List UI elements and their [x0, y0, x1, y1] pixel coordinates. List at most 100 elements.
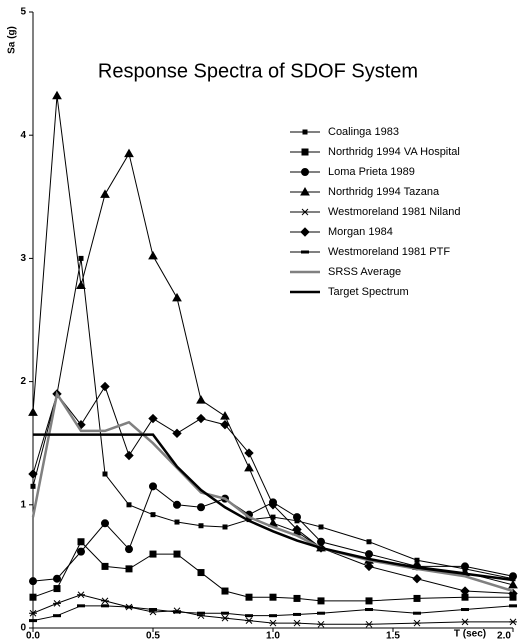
marker [173, 550, 181, 558]
marker [412, 574, 422, 584]
marker [293, 513, 301, 522]
marker [53, 585, 61, 593]
y-tick-label: 4 [20, 130, 26, 141]
marker [173, 610, 181, 614]
marker [100, 189, 110, 198]
marker [366, 539, 372, 545]
legend-marker [300, 227, 310, 237]
marker [221, 611, 229, 615]
legend-label: Target Spectrum [328, 286, 409, 298]
marker [221, 614, 229, 622]
x-tick-label: 0.5 [146, 631, 160, 642]
marker [76, 280, 86, 290]
marker [174, 519, 180, 525]
x-tick-label: 1.5 [386, 631, 400, 642]
marker [268, 500, 278, 510]
marker [101, 597, 109, 605]
marker [196, 395, 206, 404]
y-tick-label: 0 [20, 623, 26, 634]
marker [365, 597, 373, 605]
marker [125, 605, 133, 609]
y-axis-label: Sa (g) [7, 26, 18, 54]
x-tick-label: 2.0 [497, 631, 511, 642]
marker [77, 591, 85, 599]
marker [28, 469, 38, 479]
marker [172, 428, 182, 439]
marker [149, 550, 157, 558]
marker [222, 524, 228, 530]
marker [53, 614, 61, 618]
series-line [31, 390, 514, 593]
marker [150, 512, 156, 518]
x-tick-label: 1.0 [266, 631, 280, 642]
legend-marker [302, 129, 308, 135]
marker [29, 593, 37, 601]
chart-title: Response Spectra of SDOF System [98, 60, 418, 82]
marker [30, 483, 36, 489]
y-tick-label: 5 [20, 7, 26, 18]
marker [269, 619, 277, 627]
marker [77, 538, 85, 546]
marker [125, 545, 133, 554]
y-tick-label: 1 [20, 499, 26, 510]
marker [101, 604, 109, 608]
marker [318, 524, 324, 530]
y-tick-label: 3 [20, 253, 26, 264]
legend-label: Northridg 1994 VA Hospital [328, 146, 460, 158]
marker [173, 500, 181, 509]
marker [364, 561, 374, 572]
marker [197, 569, 205, 577]
marker [220, 411, 230, 420]
marker [29, 619, 37, 623]
legend-marker [301, 250, 309, 254]
marker [293, 612, 301, 616]
marker [365, 608, 373, 612]
marker [78, 255, 84, 261]
legend-marker [301, 208, 309, 216]
marker [100, 381, 110, 392]
legend-marker [301, 148, 309, 156]
marker [149, 608, 157, 612]
marker [269, 614, 277, 618]
legend-marker [300, 186, 310, 196]
marker [126, 502, 132, 508]
marker [77, 547, 85, 556]
marker [197, 611, 205, 615]
marker [317, 611, 325, 615]
legend-label: SRSS Average [328, 266, 401, 278]
legend-marker [301, 168, 309, 176]
marker [413, 619, 421, 627]
marker [245, 593, 253, 601]
marker [125, 565, 133, 573]
marker [245, 614, 253, 618]
marker [148, 413, 158, 424]
marker [101, 562, 109, 570]
legend-label: Loma Prieta 1989 [328, 166, 415, 178]
marker [148, 250, 158, 260]
series-line [32, 95, 514, 586]
marker [292, 524, 302, 535]
marker [413, 611, 421, 615]
x-axis-label: T (sec) [454, 629, 486, 640]
marker [29, 609, 37, 617]
y-tick-label: 2 [20, 376, 26, 387]
marker [461, 608, 469, 612]
marker [269, 593, 277, 601]
marker [28, 407, 38, 416]
marker [508, 579, 518, 589]
marker [413, 594, 421, 602]
series-line [32, 605, 514, 622]
marker [293, 594, 301, 602]
marker [198, 523, 204, 529]
marker [196, 413, 206, 424]
legend-label: Coalinga 1983 [328, 126, 399, 138]
marker [149, 482, 157, 491]
marker [317, 597, 325, 605]
marker [244, 448, 254, 458]
marker [29, 577, 37, 586]
marker [53, 600, 61, 607]
marker [52, 90, 62, 100]
marker [172, 292, 182, 302]
series-line [33, 433, 514, 582]
